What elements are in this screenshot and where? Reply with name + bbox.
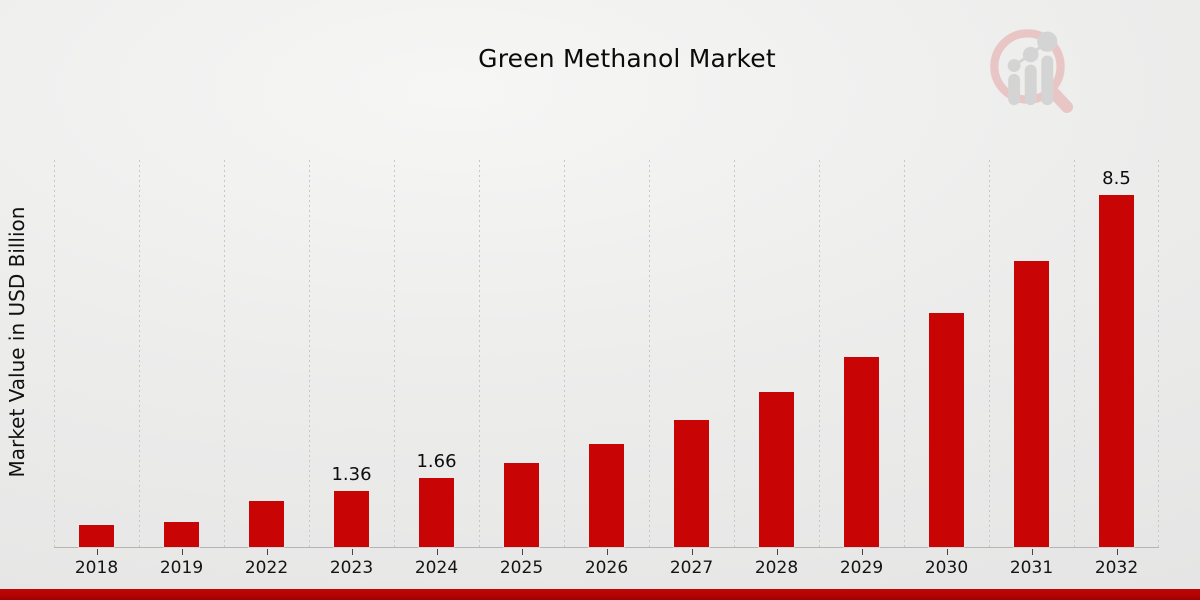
x-axis-label-2027: 2027: [669, 558, 714, 578]
x-axis-label-2019: 2019: [159, 558, 204, 578]
logo-bar-tall: [1041, 55, 1054, 106]
bar-2026: [589, 443, 624, 547]
bar-2029: [844, 356, 879, 547]
x-axis-label-2025: 2025: [499, 558, 544, 578]
x-axis-label-2022: 2022: [244, 558, 289, 578]
gridline: [479, 160, 480, 547]
x-axis-label-2023: 2023: [329, 558, 374, 578]
trend-dot-1: [1007, 59, 1021, 72]
x-axis-label-2032: 2032: [1094, 558, 1139, 578]
bar-2025: [504, 462, 539, 547]
x-axis-tick: [861, 549, 863, 555]
bar-2031: [1014, 260, 1049, 547]
gridline: [989, 160, 990, 547]
y-axis-label: Market Value in USD Billion: [5, 206, 29, 478]
x-axis-tick: [606, 549, 608, 555]
x-axis-tick: [436, 549, 438, 555]
x-axis-tick: [691, 549, 693, 555]
gridline: [649, 160, 650, 547]
x-axis-label-2028: 2028: [754, 558, 799, 578]
gridline: [1158, 160, 1159, 547]
x-axis-tick: [351, 549, 353, 555]
magnifier-growth-chart-logo-icon: [986, 26, 1080, 118]
x-axis-label-2024: 2024: [414, 558, 459, 578]
magnifier-handle: [1045, 84, 1074, 113]
trend-dot-3: [1037, 31, 1058, 52]
x-axis-tick: [266, 549, 268, 555]
bar-2019: [164, 521, 199, 547]
x-axis-tick: [776, 549, 778, 555]
bar-2027: [674, 420, 709, 547]
x-axis-tick: [96, 549, 98, 555]
gridline: [564, 160, 565, 547]
gridline: [54, 160, 55, 547]
bar-2024: [419, 478, 454, 547]
chart-title: Green Methanol Market: [478, 44, 776, 73]
x-axis-tick: [1116, 549, 1118, 555]
x-axis-label-2026: 2026: [584, 558, 629, 578]
x-axis-label-2031: 2031: [1009, 558, 1054, 578]
footer-accent-bar: [0, 589, 1200, 600]
trend-dot-2: [1022, 46, 1039, 63]
gridline: [819, 160, 820, 547]
plot-area: 2018 2019 2022 1.36 2023 1.66 2024 2025 2026 2027…: [54, 160, 1159, 578]
logo-bar-small: [1008, 73, 1021, 106]
gridline: [224, 160, 225, 547]
gridline: [1074, 160, 1075, 547]
bar-2028: [759, 391, 794, 547]
bar-value-label-2024: 1.66: [416, 451, 457, 473]
gridline: [734, 160, 735, 547]
gridline: [139, 160, 140, 547]
x-axis-tick: [181, 549, 183, 555]
gridline: [394, 160, 395, 547]
bar-value-label-2023: 1.36: [331, 463, 372, 485]
bar-2030: [929, 313, 964, 547]
logo-bar-medium: [1024, 64, 1037, 106]
x-axis-label-2018: 2018: [74, 558, 119, 578]
x-axis-tick: [1031, 549, 1033, 555]
gridline: [904, 160, 905, 547]
logo-svg: [990, 29, 1074, 113]
x-axis-label-2030: 2030: [924, 558, 969, 578]
bar-2023: [334, 490, 369, 547]
x-axis-label-2029: 2029: [839, 558, 884, 578]
gridline: [309, 160, 310, 547]
bar-value-label-2032: 8.5: [1102, 168, 1131, 190]
bar-2018: [79, 525, 114, 547]
bar-2032: [1099, 195, 1134, 547]
x-axis-tick: [521, 549, 523, 555]
bar-2022: [249, 501, 284, 547]
x-axis-tick: [946, 549, 948, 555]
